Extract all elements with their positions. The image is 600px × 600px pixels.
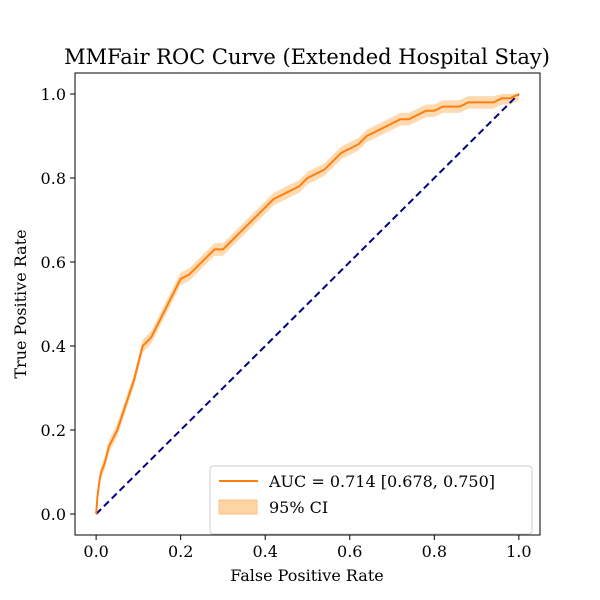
x-tick-label: 0.6: [337, 542, 362, 561]
x-axis-label: False Positive Rate: [230, 566, 384, 585]
roc-curve-line: [95, 93, 520, 515]
x-tick-label: 1.0: [506, 542, 531, 561]
x-tick-label: 0.8: [422, 542, 447, 561]
axes-frame: [74, 72, 541, 536]
legend: AUC = 0.714 [0.678, 0.750] 95% CI: [209, 465, 533, 535]
y-tick-label: 1.0: [41, 85, 66, 104]
legend-ci-swatch: [218, 499, 258, 515]
y-tick-label: 0.2: [41, 421, 66, 440]
y-tick-label: 0.8: [41, 169, 66, 188]
chance-diagonal-line: [95, 93, 520, 515]
y-axis-label: True Positive Rate: [11, 229, 30, 378]
y-tick-label: 0.0: [41, 505, 66, 524]
plot-area: 0.0 0.0 0.2 0.2 0.4 0.4 0.6 0.6 0.8 0.8 1.0 1.0: [41, 72, 541, 561]
x-tick-label: 0.2: [168, 542, 193, 561]
x-tick-label: 0.0: [83, 542, 108, 561]
y-tick-label: 0.6: [41, 253, 66, 272]
y-tick-label: 0.4: [41, 337, 66, 356]
x-tick-label: 0.4: [253, 542, 278, 561]
legend-curve-label: AUC = 0.714 [0.678, 0.750]: [268, 472, 495, 491]
chart-title: MMFair ROC Curve (Extended Hospital Stay…: [64, 45, 550, 69]
legend-frame: [209, 465, 533, 535]
legend-ci-label: 95% CI: [269, 498, 328, 517]
